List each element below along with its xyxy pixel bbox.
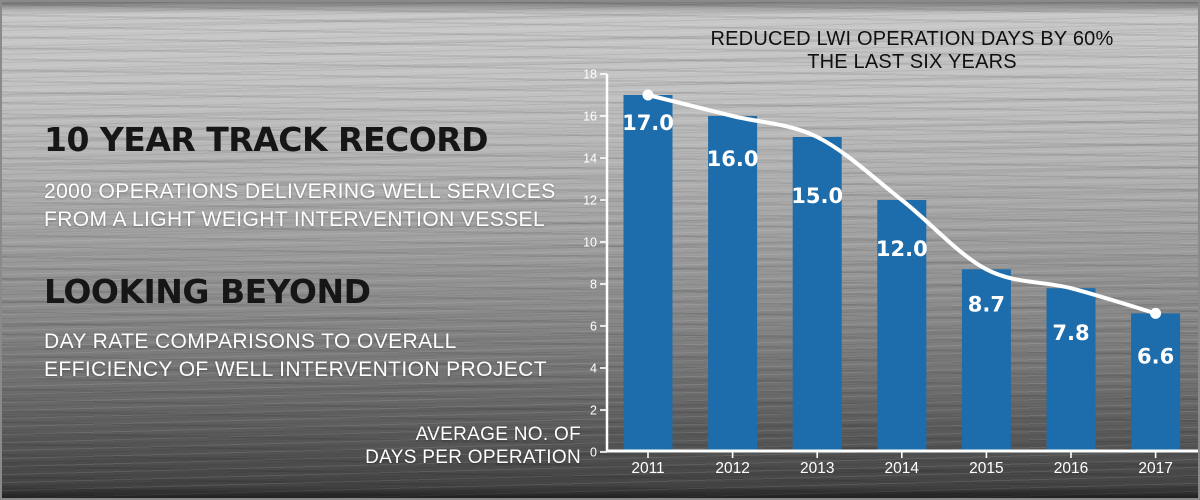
chart-title: REDUCED LWI OPERATION DAYS BY 60% THE LA… — [622, 28, 1198, 74]
bar-2012 — [708, 116, 758, 452]
bar-2015 — [961, 269, 1011, 452]
bar-2017 — [1131, 313, 1181, 452]
y-axis-caption: AVERAGE NO. OF DAYS PER OPERATION — [321, 423, 581, 469]
year-label-2012: 2012 — [715, 460, 749, 477]
bar-2014 — [877, 200, 927, 452]
bar-value-label-2015: 8.7 — [968, 292, 1005, 316]
para-operations-line2: FROM A LIGHT WEIGHT INTERVENTION VESSEL — [44, 208, 546, 231]
bar-2013 — [792, 137, 842, 452]
bar-2011 — [623, 95, 673, 452]
year-label-2015: 2015 — [969, 460, 1003, 477]
bar-value-label-2016: 7.8 — [1052, 321, 1089, 345]
chart-title-line2: THE LAST SIX YEARS — [807, 51, 1017, 73]
bar-value-label-2013: 15.0 — [791, 184, 843, 208]
para-operations: 2000 OPERATIONS DELIVERING WELL SERVICES… — [44, 178, 556, 234]
bar-2016 — [1046, 288, 1096, 452]
y-tick-label: 0 — [590, 446, 597, 460]
trend-line — [646, 93, 1158, 316]
trend-start-dot — [642, 89, 654, 101]
y-tick-label: 18 — [583, 68, 597, 82]
y-tick-label: 10 — [583, 236, 597, 250]
heading-looking-beyond: LOOKING BEYOND — [44, 272, 371, 311]
chart-title-line1: REDUCED LWI OPERATION DAYS BY 60% — [710, 28, 1114, 50]
year-label-2011: 2011 — [631, 460, 664, 477]
heading-track-record: 10 YEAR TRACK RECORD — [44, 120, 489, 159]
year-label-2013: 2013 — [800, 460, 834, 477]
bar-value-label-2014: 12.0 — [876, 237, 928, 261]
bar-value-label-2017: 6.6 — [1137, 344, 1174, 368]
para-day-rate-line2: EFFICIENCY OF WELL INTERVENTION PROJECT — [44, 358, 547, 381]
bar-value-label-2011: 17.0 — [622, 111, 674, 135]
year-label-2017: 2017 — [1138, 460, 1172, 477]
y-tick-label: 8 — [590, 278, 597, 292]
y-tick-label: 2 — [590, 404, 597, 418]
trend-end-dot — [1150, 307, 1162, 319]
y-axis-caption-line1: AVERAGE NO. OF — [415, 424, 581, 445]
y-tick-label: 14 — [583, 152, 597, 166]
bar-value-label-2012: 16.0 — [707, 147, 759, 171]
y-tick-label: 12 — [583, 194, 597, 208]
year-label-2014: 2014 — [885, 460, 920, 477]
para-day-rate-line1: DAY RATE COMPARISONS TO OVERALL — [44, 330, 457, 353]
y-tick-label: 6 — [590, 320, 597, 334]
y-tick-label: 16 — [583, 110, 597, 124]
para-operations-line1: 2000 OPERATIONS DELIVERING WELL SERVICES — [44, 180, 556, 203]
para-day-rate: DAY RATE COMPARISONS TO OVERALL EFFICIEN… — [44, 328, 547, 384]
y-tick-label: 4 — [590, 362, 597, 376]
year-label-2016: 2016 — [1054, 460, 1088, 477]
y-axis-caption-line2: DAYS PER OPERATION — [365, 447, 581, 468]
